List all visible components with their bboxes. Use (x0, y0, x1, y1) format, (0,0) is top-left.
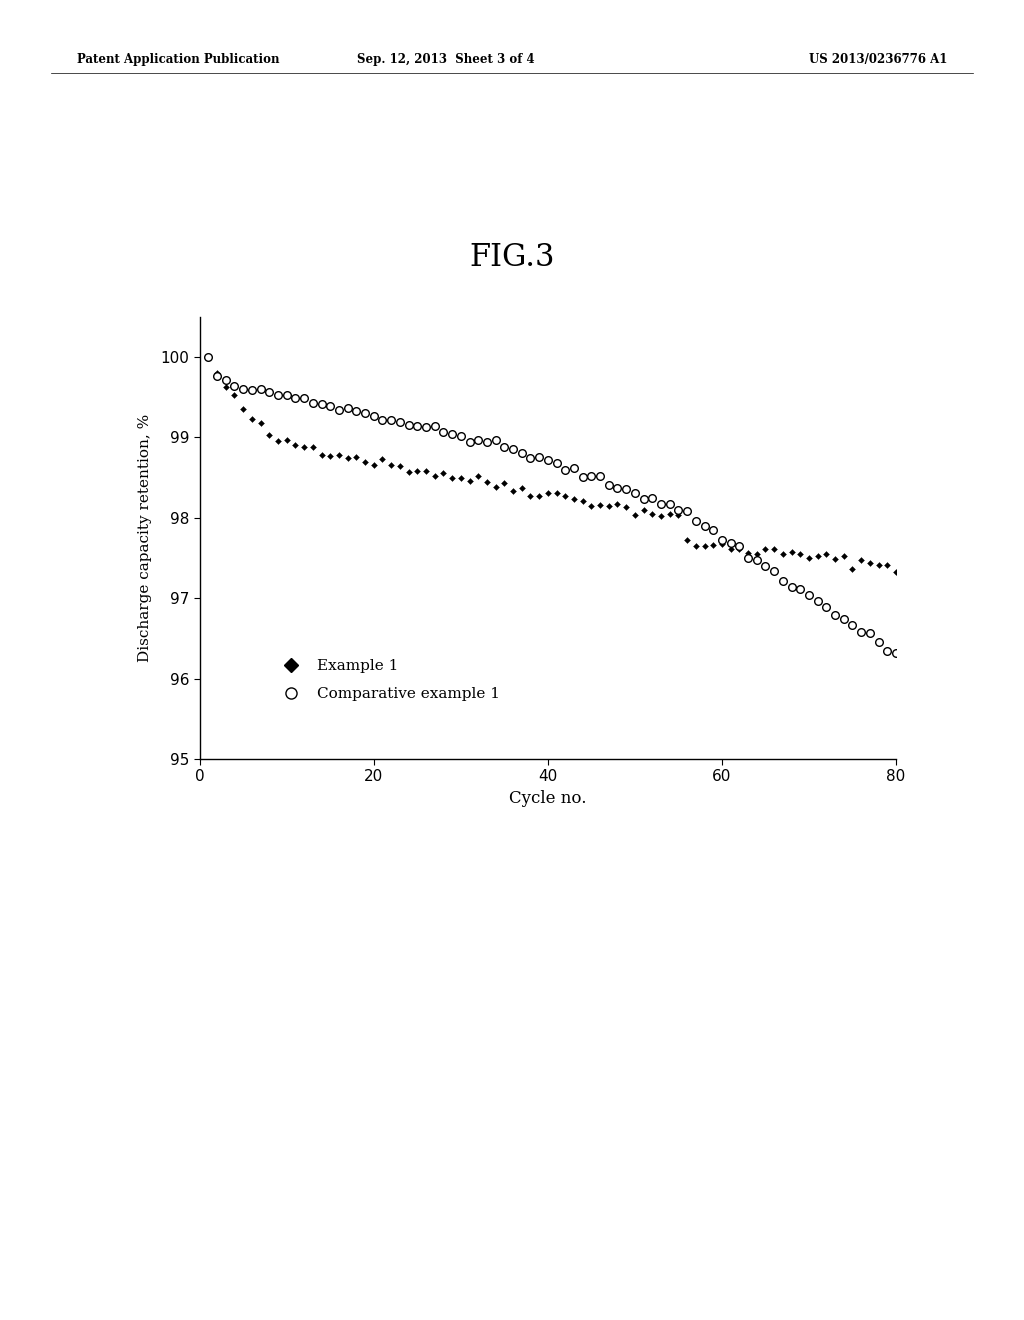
Text: FIG.3: FIG.3 (469, 242, 555, 273)
Text: Patent Application Publication: Patent Application Publication (77, 53, 280, 66)
Text: Sep. 12, 2013  Sheet 3 of 4: Sep. 12, 2013 Sheet 3 of 4 (356, 53, 535, 66)
X-axis label: Cycle no.: Cycle no. (509, 789, 587, 807)
Legend: Example 1, Comparative example 1: Example 1, Comparative example 1 (270, 653, 507, 708)
Y-axis label: Discharge capacity retention, %: Discharge capacity retention, % (138, 413, 152, 663)
Text: US 2013/0236776 A1: US 2013/0236776 A1 (809, 53, 947, 66)
